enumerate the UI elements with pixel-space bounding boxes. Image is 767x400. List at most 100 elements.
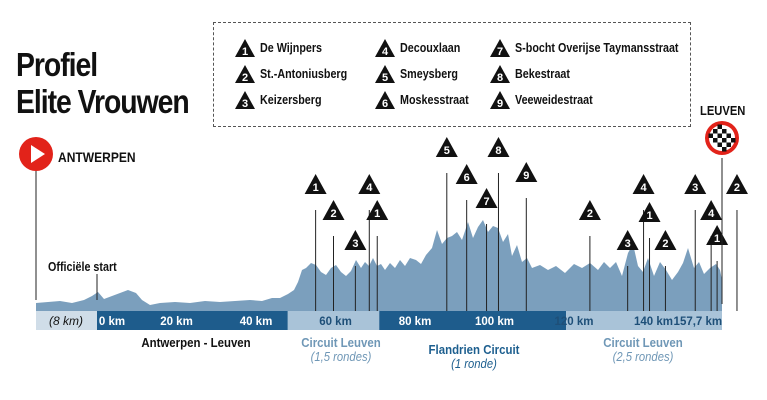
climb-number: 3 (692, 182, 698, 194)
climb-number: 9 (523, 170, 529, 182)
climb-triangle-icon (632, 174, 655, 194)
climb-triangle-icon (358, 174, 381, 194)
climb-triangle-icon (455, 164, 478, 184)
climb-triangle-icon: 5 (375, 65, 395, 84)
climb-marker: 4 (358, 174, 381, 194)
climb-number: 1 (646, 210, 652, 222)
climb-marker: 4 (700, 200, 723, 220)
km-tick-label: 0 km (99, 316, 125, 328)
page-title: Profiel Elite Vrouwen (16, 46, 190, 120)
climb-marker: 5 (435, 137, 458, 157)
climb-marker: 1 (304, 174, 327, 194)
legend-item: 3 Keizersberg (234, 89, 332, 111)
distance-bar-segment (566, 311, 722, 330)
climb-triangle-icon: 1 (235, 39, 255, 58)
section-flandrien-circuit: Flandrien Circuit (1 ronde) (428, 342, 520, 371)
km-tick-label: 140 km (634, 316, 673, 328)
climb-marker: 2 (725, 174, 748, 194)
elevation-area (36, 220, 722, 311)
climb-number: 8 (495, 145, 501, 157)
climb-markers: 1 2 3 4 1 5 6 7 8 9 2 3 4 1 2 3 4 1 2 (304, 137, 748, 250)
legend-number: 1 (242, 46, 248, 58)
km-tick-label: 120 km (554, 316, 593, 328)
finish-checkered-icon (705, 121, 739, 155)
climb-triangle-icon (487, 137, 510, 157)
climb-triangle-icon (322, 200, 345, 220)
distance-bar-segment (97, 311, 288, 330)
section-antwerpen-leuven: Antwerpen - Leuven (141, 335, 251, 350)
climb-triangle-icon (700, 200, 723, 220)
climb-number: 1 (374, 208, 380, 220)
climb-number: 4 (641, 182, 648, 194)
legend-item: 4 Decouxlaan (374, 37, 470, 59)
climb-legend: 1 De Wijnpers 2 St.-Antoniusberg 3 Keizersber… (213, 22, 691, 127)
climb-marker: 2 (322, 200, 345, 220)
climb-marker: 1 (366, 200, 389, 220)
climb-triangle-icon (578, 200, 601, 220)
legend-label: Moskesstraat (400, 93, 469, 107)
legend-item: 8 Bekestraat (489, 63, 579, 85)
legend-label: De Wijnpers (260, 41, 323, 55)
climb-triangle-icon (344, 230, 367, 250)
title-line-2: Elite Vrouwen (16, 83, 190, 120)
climb-number: 4 (366, 182, 373, 194)
legend-item: 6 Moskesstraat (374, 89, 480, 111)
climb-marker: 2 (578, 200, 601, 220)
km-tick-label: 80 km (399, 316, 432, 328)
climb-triangle-icon: 2 (235, 65, 255, 84)
legend-item: 9 Veeweidestraat (489, 89, 605, 111)
legend-label: Decouxlaan (400, 41, 461, 55)
legend-number: 9 (497, 98, 503, 110)
climb-marker: 3 (684, 174, 707, 194)
climb-triangle-icon (684, 174, 707, 194)
distance-bar-segment (36, 311, 97, 330)
legend-number: 3 (242, 98, 248, 110)
km-tick-label: 60 km (319, 316, 352, 328)
climb-marker: 6 (455, 164, 478, 184)
official-start-label: Officiële start (48, 260, 117, 274)
legend-label: S-bocht Overijse Taymansstraat (515, 41, 679, 55)
legend-item: 1 De Wijnpers (234, 37, 332, 59)
section-circuit-leuven-2: Circuit Leuven (2,5 rondes) (603, 335, 683, 364)
legend-number: 7 (497, 46, 503, 58)
km-tick-label: 100 km (475, 316, 514, 328)
climb-number: 3 (352, 238, 358, 250)
climb-marker: 3 (344, 230, 367, 250)
finish-flag (705, 121, 739, 304)
legend-label: Keizersberg (260, 93, 322, 107)
climb-triangle-icon (366, 200, 389, 220)
section-circuit-leuven-1: Circuit Leuven (1,5 rondes) (301, 335, 381, 364)
climb-number: 2 (330, 208, 336, 220)
climb-triangle-icon: 6 (375, 91, 395, 110)
climb-marker: 2 (654, 230, 677, 250)
climb-triangle-icon: 3 (235, 91, 255, 110)
climb-marker: 8 (487, 137, 510, 157)
legend-number: 4 (382, 46, 389, 58)
climb-triangle-icon (654, 230, 677, 250)
climb-marker: 3 (616, 230, 639, 250)
climb-number: 2 (587, 208, 593, 220)
climb-marker: 9 (515, 162, 538, 182)
climb-triangle-icon (515, 162, 538, 182)
climb-number: 3 (625, 238, 631, 250)
legend-item: 7 S-bocht Overijse Taymansstraat (489, 37, 705, 59)
climb-triangle-icon: 8 (490, 65, 510, 84)
climb-triangle-icon (725, 174, 748, 194)
climb-number: 1 (714, 233, 720, 245)
climb-number: 5 (444, 145, 450, 157)
climb-triangle-icon (435, 137, 458, 157)
climb-triangle-icon: 9 (490, 91, 510, 110)
climb-number: 7 (483, 196, 489, 208)
marker-stems (315, 173, 738, 311)
climb-number: 2 (734, 182, 740, 194)
distance-bar-segment (379, 311, 567, 330)
climb-number: 4 (708, 208, 715, 220)
start-label: ANTWERPEN (58, 149, 136, 165)
climb-marker: 4 (632, 174, 655, 194)
climb-triangle-icon (475, 188, 498, 208)
start-flag (19, 137, 53, 300)
legend-label: Smeysberg (400, 67, 458, 81)
climb-triangle-icon (304, 174, 327, 194)
